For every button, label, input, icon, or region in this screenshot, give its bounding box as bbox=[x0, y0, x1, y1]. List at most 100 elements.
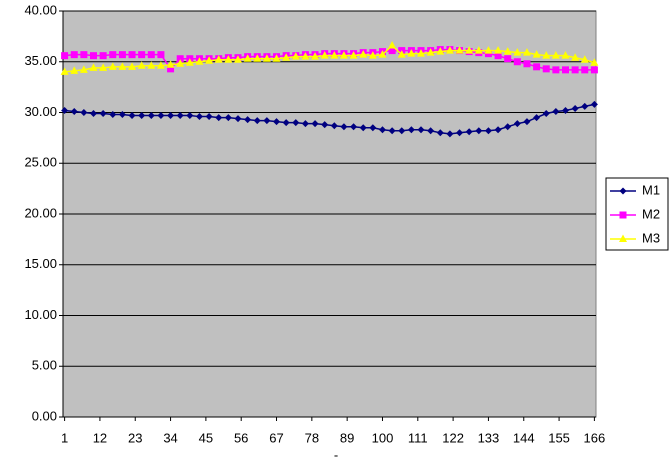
y-tick-label: 0.00 bbox=[32, 408, 57, 423]
x-tick-label: 12 bbox=[93, 430, 107, 445]
y-tick-label: 15.00 bbox=[24, 256, 57, 271]
x-tick-label: 144 bbox=[513, 430, 535, 445]
marker bbox=[118, 51, 126, 59]
legend-label: M3 bbox=[642, 230, 660, 245]
marker bbox=[157, 51, 165, 59]
marker bbox=[263, 117, 271, 125]
marker bbox=[185, 58, 194, 66]
x-tick-label: 45 bbox=[199, 430, 213, 445]
marker bbox=[369, 124, 377, 132]
marker bbox=[504, 123, 512, 131]
marker bbox=[311, 52, 320, 60]
marker bbox=[118, 62, 127, 70]
marker bbox=[388, 47, 396, 55]
marker bbox=[378, 126, 386, 134]
y-tick-label: 20.00 bbox=[24, 205, 57, 220]
y-tick-label: 25.00 bbox=[24, 155, 57, 170]
marker bbox=[99, 110, 107, 118]
marker bbox=[282, 119, 290, 127]
marker bbox=[446, 130, 454, 138]
marker bbox=[561, 51, 570, 59]
marker bbox=[137, 61, 146, 69]
marker bbox=[156, 61, 165, 69]
marker bbox=[542, 110, 550, 118]
legend-box bbox=[605, 177, 669, 251]
marker bbox=[581, 102, 589, 110]
marker bbox=[157, 112, 165, 120]
x-tick-label: 67 bbox=[269, 430, 283, 445]
marker bbox=[176, 112, 184, 120]
marker bbox=[504, 55, 512, 63]
marker bbox=[321, 121, 329, 129]
marker bbox=[445, 46, 454, 54]
marker bbox=[513, 120, 521, 128]
marker bbox=[244, 116, 252, 124]
y-tick-label: 30.00 bbox=[24, 104, 57, 119]
marker bbox=[234, 115, 242, 123]
marker bbox=[233, 55, 242, 63]
marker bbox=[272, 54, 281, 62]
marker bbox=[90, 110, 98, 118]
marker bbox=[542, 65, 550, 73]
marker bbox=[494, 126, 502, 134]
marker bbox=[108, 62, 117, 70]
x-tick-label: 78 bbox=[305, 430, 319, 445]
marker bbox=[80, 51, 88, 59]
marker bbox=[60, 67, 69, 75]
marker bbox=[552, 107, 560, 115]
marker bbox=[273, 118, 281, 126]
x-tick-label: 166 bbox=[584, 430, 606, 445]
x-tick-label: 23 bbox=[128, 430, 142, 445]
marker bbox=[359, 50, 368, 58]
marker bbox=[243, 54, 252, 62]
y-tick-label: 10.00 bbox=[24, 307, 57, 322]
marker bbox=[205, 56, 214, 64]
marker bbox=[109, 111, 117, 119]
marker bbox=[533, 114, 541, 122]
marker bbox=[494, 46, 503, 54]
marker bbox=[368, 51, 377, 59]
marker bbox=[128, 51, 136, 59]
marker bbox=[533, 63, 541, 71]
marker bbox=[61, 106, 69, 114]
marker bbox=[388, 41, 397, 49]
marker bbox=[224, 55, 233, 63]
marker bbox=[292, 119, 300, 127]
marker bbox=[619, 211, 627, 219]
marker bbox=[340, 123, 348, 131]
marker bbox=[590, 66, 598, 74]
marker bbox=[118, 111, 126, 119]
marker bbox=[417, 126, 425, 134]
marker bbox=[99, 63, 108, 71]
marker bbox=[350, 123, 358, 131]
marker bbox=[262, 54, 271, 62]
marker bbox=[195, 113, 203, 121]
marker bbox=[79, 65, 88, 73]
x-tick-label: 89 bbox=[340, 430, 354, 445]
marker bbox=[397, 50, 406, 58]
marker bbox=[552, 66, 560, 74]
marker bbox=[523, 118, 531, 126]
marker bbox=[167, 65, 175, 73]
marker bbox=[128, 62, 137, 70]
marker bbox=[378, 50, 387, 58]
marker bbox=[407, 49, 416, 57]
marker bbox=[138, 112, 146, 120]
marker bbox=[147, 61, 156, 69]
marker bbox=[253, 117, 261, 125]
marker bbox=[407, 126, 415, 134]
marker bbox=[215, 114, 223, 122]
legend-label: M1 bbox=[642, 182, 660, 197]
marker bbox=[61, 52, 69, 60]
x-tick-label: 1 bbox=[61, 430, 68, 445]
marker bbox=[619, 234, 627, 242]
marker bbox=[388, 127, 396, 135]
marker bbox=[349, 51, 358, 59]
marker bbox=[214, 55, 223, 63]
marker bbox=[474, 46, 483, 54]
x-tick-label: 155 bbox=[548, 430, 570, 445]
marker bbox=[330, 122, 338, 130]
marker bbox=[455, 46, 464, 54]
marker bbox=[513, 58, 521, 66]
marker bbox=[176, 55, 184, 63]
